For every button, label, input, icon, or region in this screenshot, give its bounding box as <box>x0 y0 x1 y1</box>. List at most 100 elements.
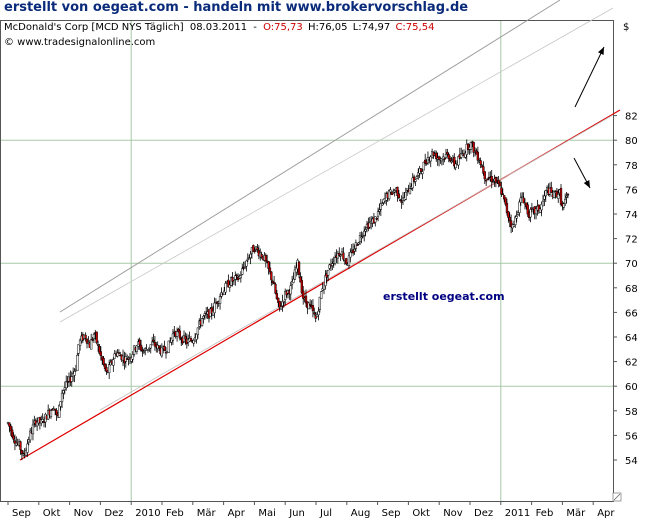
candle-body <box>12 435 15 440</box>
candle <box>282 300 285 308</box>
candlestick-series <box>6 139 570 461</box>
candle-body <box>421 171 424 174</box>
candle <box>70 371 73 387</box>
y-tick-label: 66 <box>625 308 638 319</box>
candle-body <box>150 341 154 346</box>
x-tick-label: Dez <box>474 508 493 519</box>
candle-body <box>446 151 449 155</box>
candle <box>328 263 331 271</box>
candle <box>393 189 396 197</box>
candle <box>146 349 150 353</box>
candle <box>486 178 489 180</box>
candle <box>157 345 161 351</box>
candle-body <box>62 390 65 394</box>
candle <box>429 155 432 168</box>
candle <box>500 181 503 197</box>
plot-area-frame <box>0 20 614 502</box>
candle <box>152 333 155 343</box>
candle <box>102 356 105 367</box>
candle-body <box>432 151 435 156</box>
candle-body <box>239 275 242 279</box>
candle-body <box>248 257 251 259</box>
candle <box>53 408 57 416</box>
candle-body <box>313 312 316 315</box>
candle-body <box>35 421 39 427</box>
candle-body <box>256 247 259 250</box>
candle <box>399 198 402 202</box>
y-tick-label: 82 <box>625 112 638 123</box>
candle <box>19 440 22 455</box>
candle-body <box>515 216 518 219</box>
candle <box>307 302 310 310</box>
trend-channel-lines <box>19 0 621 461</box>
candle-body <box>389 189 392 193</box>
candle <box>397 189 401 200</box>
candle-body <box>299 276 302 283</box>
candle-body <box>406 188 409 191</box>
candle <box>318 296 322 313</box>
info-symbol: McDonald's Corp [MCD NYS Täglich] <box>4 22 184 33</box>
candle <box>519 192 522 206</box>
candle <box>559 183 563 207</box>
candle <box>422 161 425 171</box>
candle <box>41 413 44 424</box>
candle-body <box>555 190 559 198</box>
candle <box>213 297 216 319</box>
candle-body <box>534 208 538 215</box>
candle <box>411 173 414 191</box>
x-tick-label: Jul <box>319 508 332 519</box>
candle <box>218 293 222 310</box>
candle <box>566 192 570 199</box>
candle <box>308 299 312 310</box>
candle <box>514 215 517 228</box>
candle-body <box>95 331 98 344</box>
candle <box>497 176 500 188</box>
y-tick-label: 56 <box>625 431 638 442</box>
candle-body <box>252 245 255 252</box>
candle-body <box>472 142 475 153</box>
candle-body <box>460 153 463 158</box>
candle <box>304 289 308 307</box>
candle-body <box>540 203 543 211</box>
candle <box>20 449 24 461</box>
candle-body <box>73 371 76 376</box>
candle-body <box>281 300 284 307</box>
candle-body <box>27 439 30 443</box>
candle-body <box>267 261 270 269</box>
candle <box>412 174 416 184</box>
candle <box>400 195 403 209</box>
candle-body <box>320 291 323 299</box>
candle <box>99 346 103 361</box>
candle <box>315 312 319 318</box>
candle <box>357 241 360 246</box>
candle-body <box>476 151 480 161</box>
candle <box>353 244 356 255</box>
candle <box>142 348 145 355</box>
candle-body <box>543 195 546 200</box>
candle-body <box>41 419 44 422</box>
candle <box>253 247 256 254</box>
candle-body <box>539 208 542 213</box>
candle <box>289 281 292 301</box>
candle-body <box>417 172 420 176</box>
candle-body <box>376 211 380 217</box>
x-tick-label: Mär <box>566 508 586 519</box>
candle-body <box>435 152 438 160</box>
candle <box>160 343 163 358</box>
x-tick-label: Sep <box>382 508 401 519</box>
candle-body <box>521 195 524 198</box>
candle <box>246 253 249 262</box>
y-tick-label: 72 <box>625 235 638 246</box>
candle-body <box>131 354 134 360</box>
candle-body <box>102 358 105 365</box>
candle-body <box>153 341 157 347</box>
candle <box>483 171 486 184</box>
candle-body <box>353 249 356 252</box>
candle <box>90 333 93 350</box>
candle <box>27 436 30 446</box>
candle-body <box>243 266 247 269</box>
candle <box>200 318 204 327</box>
candle <box>12 432 15 443</box>
candle <box>278 300 281 312</box>
candle-body <box>277 297 280 303</box>
